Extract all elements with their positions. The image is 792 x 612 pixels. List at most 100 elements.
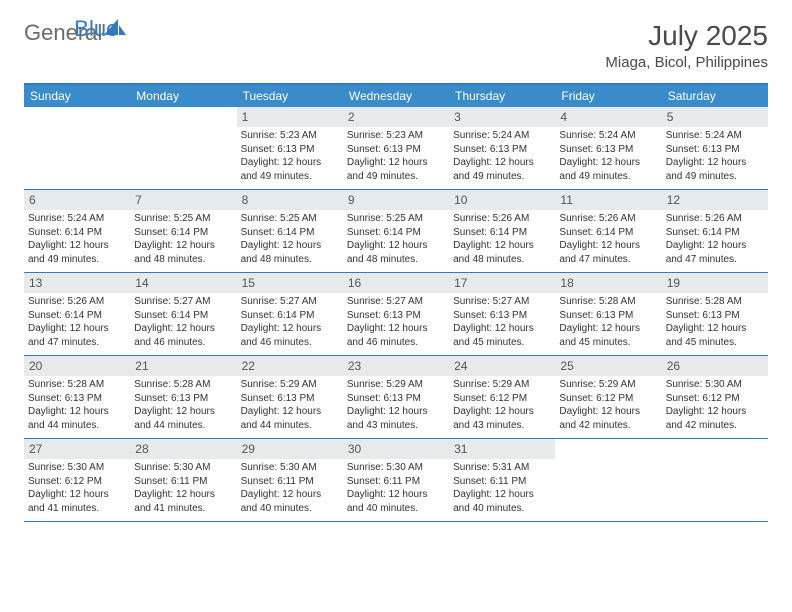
day-body: Sunrise: 5:29 AMSunset: 6:13 PMDaylight:… (343, 376, 449, 436)
daylight-line: Daylight: 12 hours and 49 minutes. (559, 156, 657, 183)
logo-text-2: Blue (74, 16, 118, 42)
sunrise-line: Sunrise: 5:25 AM (347, 212, 445, 226)
month-title: July 2025 (605, 20, 768, 52)
day-number: 3 (449, 107, 555, 127)
day-body: Sunrise: 5:24 AMSunset: 6:13 PMDaylight:… (449, 127, 555, 187)
sunset-line: Sunset: 6:11 PM (134, 475, 232, 489)
sunrise-line: Sunrise: 5:30 AM (28, 461, 126, 475)
day-body: Sunrise: 5:28 AMSunset: 6:13 PMDaylight:… (130, 376, 236, 436)
day-cell: 15Sunrise: 5:27 AMSunset: 6:14 PMDayligh… (237, 273, 343, 355)
day-number: 12 (662, 190, 768, 210)
day-cell: 25Sunrise: 5:29 AMSunset: 6:12 PMDayligh… (555, 356, 661, 438)
sunset-line: Sunset: 6:13 PM (666, 309, 764, 323)
daylight-line: Daylight: 12 hours and 46 minutes. (347, 322, 445, 349)
day-number: 6 (24, 190, 130, 210)
day-body: Sunrise: 5:26 AMSunset: 6:14 PMDaylight:… (555, 210, 661, 270)
sunset-line: Sunset: 6:13 PM (347, 392, 445, 406)
day-header-tuesday: Tuesday (237, 85, 343, 107)
day-body: Sunrise: 5:28 AMSunset: 6:13 PMDaylight:… (555, 293, 661, 353)
daylight-line: Daylight: 12 hours and 46 minutes. (241, 322, 339, 349)
day-number: 25 (555, 356, 661, 376)
daylight-line: Daylight: 12 hours and 40 minutes. (347, 488, 445, 515)
daylight-line: Daylight: 12 hours and 49 minutes. (28, 239, 126, 266)
sunset-line: Sunset: 6:14 PM (28, 226, 126, 240)
day-cell: 27Sunrise: 5:30 AMSunset: 6:12 PMDayligh… (24, 439, 130, 521)
day-number: 27 (24, 439, 130, 459)
day-header-friday: Friday (555, 85, 661, 107)
sunrise-line: Sunrise: 5:25 AM (134, 212, 232, 226)
day-cell: 12Sunrise: 5:26 AMSunset: 6:14 PMDayligh… (662, 190, 768, 272)
day-number: 16 (343, 273, 449, 293)
sunset-line: Sunset: 6:14 PM (666, 226, 764, 240)
day-number: 15 (237, 273, 343, 293)
sunset-line: Sunset: 6:12 PM (453, 392, 551, 406)
daylight-line: Daylight: 12 hours and 40 minutes. (241, 488, 339, 515)
day-number: 1 (237, 107, 343, 127)
daylight-line: Daylight: 12 hours and 46 minutes. (134, 322, 232, 349)
header: General Blue July 2025 Miaga, Bicol, Phi… (24, 20, 768, 71)
daylight-line: Daylight: 12 hours and 49 minutes. (241, 156, 339, 183)
day-cell: 8Sunrise: 5:25 AMSunset: 6:14 PMDaylight… (237, 190, 343, 272)
day-cell: 20Sunrise: 5:28 AMSunset: 6:13 PMDayligh… (24, 356, 130, 438)
sunset-line: Sunset: 6:14 PM (559, 226, 657, 240)
daylight-line: Daylight: 12 hours and 41 minutes. (28, 488, 126, 515)
day-cell: 9Sunrise: 5:25 AMSunset: 6:14 PMDaylight… (343, 190, 449, 272)
day-number: 24 (449, 356, 555, 376)
sunrise-line: Sunrise: 5:25 AM (241, 212, 339, 226)
sunset-line: Sunset: 6:14 PM (134, 226, 232, 240)
daylight-line: Daylight: 12 hours and 45 minutes. (559, 322, 657, 349)
day-header-row: SundayMondayTuesdayWednesdayThursdayFrid… (24, 85, 768, 107)
day-cell: 30Sunrise: 5:30 AMSunset: 6:11 PMDayligh… (343, 439, 449, 521)
day-number: 7 (130, 190, 236, 210)
day-cell: 7Sunrise: 5:25 AMSunset: 6:14 PMDaylight… (130, 190, 236, 272)
daylight-line: Daylight: 12 hours and 47 minutes. (559, 239, 657, 266)
day-number: 20 (24, 356, 130, 376)
sunset-line: Sunset: 6:14 PM (241, 309, 339, 323)
sunrise-line: Sunrise: 5:28 AM (134, 378, 232, 392)
location-text: Miaga, Bicol, Philippines (605, 54, 768, 71)
day-body: Sunrise: 5:25 AMSunset: 6:14 PMDaylight:… (130, 210, 236, 270)
day-body: Sunrise: 5:29 AMSunset: 6:12 PMDaylight:… (449, 376, 555, 436)
day-number: 30 (343, 439, 449, 459)
daylight-line: Daylight: 12 hours and 40 minutes. (453, 488, 551, 515)
daylight-line: Daylight: 12 hours and 45 minutes. (453, 322, 551, 349)
day-number: 18 (555, 273, 661, 293)
day-number: 19 (662, 273, 768, 293)
day-body: Sunrise: 5:25 AMSunset: 6:14 PMDaylight:… (237, 210, 343, 270)
sunrise-line: Sunrise: 5:26 AM (666, 212, 764, 226)
day-body: Sunrise: 5:23 AMSunset: 6:13 PMDaylight:… (343, 127, 449, 187)
sunrise-line: Sunrise: 5:23 AM (347, 129, 445, 143)
day-body: Sunrise: 5:26 AMSunset: 6:14 PMDaylight:… (24, 293, 130, 353)
day-cell: 28Sunrise: 5:30 AMSunset: 6:11 PMDayligh… (130, 439, 236, 521)
day-cell: 22Sunrise: 5:29 AMSunset: 6:13 PMDayligh… (237, 356, 343, 438)
sunrise-line: Sunrise: 5:30 AM (134, 461, 232, 475)
day-body: Sunrise: 5:24 AMSunset: 6:13 PMDaylight:… (662, 127, 768, 187)
day-body: Sunrise: 5:27 AMSunset: 6:14 PMDaylight:… (237, 293, 343, 353)
daylight-line: Daylight: 12 hours and 47 minutes. (28, 322, 126, 349)
daylight-line: Daylight: 12 hours and 48 minutes. (134, 239, 232, 266)
day-header-sunday: Sunday (24, 85, 130, 107)
sunset-line: Sunset: 6:13 PM (241, 143, 339, 157)
day-number: 26 (662, 356, 768, 376)
day-body: Sunrise: 5:26 AMSunset: 6:14 PMDaylight:… (449, 210, 555, 270)
sunrise-line: Sunrise: 5:26 AM (28, 295, 126, 309)
week-row: ..1Sunrise: 5:23 AMSunset: 6:13 PMDaylig… (24, 107, 768, 190)
sunset-line: Sunset: 6:11 PM (347, 475, 445, 489)
sunrise-line: Sunrise: 5:29 AM (559, 378, 657, 392)
day-number: 9 (343, 190, 449, 210)
sunset-line: Sunset: 6:12 PM (559, 392, 657, 406)
sunrise-line: Sunrise: 5:27 AM (347, 295, 445, 309)
sunset-line: Sunset: 6:13 PM (347, 143, 445, 157)
sunset-line: Sunset: 6:13 PM (453, 143, 551, 157)
sunset-line: Sunset: 6:14 PM (28, 309, 126, 323)
day-number: 23 (343, 356, 449, 376)
day-number: 8 (237, 190, 343, 210)
day-body: Sunrise: 5:25 AMSunset: 6:14 PMDaylight:… (343, 210, 449, 270)
day-cell: 31Sunrise: 5:31 AMSunset: 6:11 PMDayligh… (449, 439, 555, 521)
sunset-line: Sunset: 6:13 PM (559, 143, 657, 157)
day-body: Sunrise: 5:31 AMSunset: 6:11 PMDaylight:… (449, 459, 555, 519)
daylight-line: Daylight: 12 hours and 42 minutes. (666, 405, 764, 432)
day-cell: 4Sunrise: 5:24 AMSunset: 6:13 PMDaylight… (555, 107, 661, 189)
daylight-line: Daylight: 12 hours and 44 minutes. (241, 405, 339, 432)
week-row: 13Sunrise: 5:26 AMSunset: 6:14 PMDayligh… (24, 273, 768, 356)
